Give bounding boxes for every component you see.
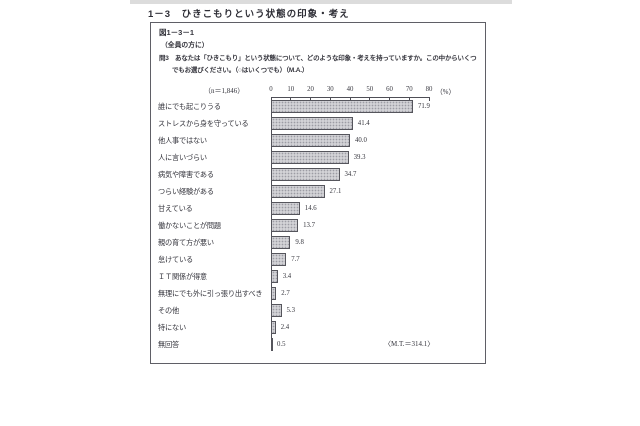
question-text-line2: でもお選びください。（○はいくつでも）（M.A.） [172, 67, 309, 74]
bar [271, 304, 282, 317]
bar [271, 338, 273, 351]
page-top-strip [130, 0, 512, 4]
chart-row: つらい経験がある 27.1 [158, 184, 482, 201]
x-axis-tick-label: 0 [269, 86, 273, 93]
category-label: 病気や障害である [158, 171, 214, 179]
bar-value-label: 9.8 [295, 239, 304, 246]
category-label: ＩＴ関係が得意 [158, 273, 207, 281]
bar-value-label: 41.4 [357, 120, 370, 127]
chart-row: 他人事ではない 40.0 [158, 133, 482, 150]
category-label: 無理にでも外に引っ張り出すべき [158, 290, 263, 298]
bar-value-label: 39.3 [353, 154, 366, 161]
bar [271, 185, 325, 198]
bar-value-label: 34.7 [344, 171, 357, 178]
chart-row: 特にない 2.4 [158, 320, 482, 337]
x-axis-tick-label: 40 [346, 86, 354, 93]
bar [271, 321, 276, 334]
bar-value-label: 0.5 [277, 341, 286, 348]
mt-total-label: 〈M.T.＝314.1〉 [384, 340, 435, 348]
category-label: 他人事ではない [158, 137, 207, 145]
figure-audience: （全員の方に） [161, 42, 209, 49]
category-label: 誰にでも起こりうる [158, 103, 221, 111]
bar [271, 117, 353, 130]
chart-row: 働かないことが問題 13.7 [158, 218, 482, 235]
bar [271, 219, 299, 232]
x-axis-tick-label: 30 [326, 86, 334, 93]
category-label: 働かないことが問題 [158, 222, 221, 230]
bar [271, 168, 340, 181]
x-axis-unit-label: （%） [436, 89, 456, 96]
page-title: 1－3 ひきこもりという状態の印象・考え [148, 9, 350, 20]
bar-value-label: 7.7 [291, 256, 300, 263]
figure-box: 図1－3－1 （全員の方に） 問3 あなたは「ひきこもり」という状態について、ど… [150, 22, 486, 364]
bar-value-label: 3.4 [282, 273, 292, 280]
figure-number: 図1－3－1 [159, 28, 195, 37]
category-label: 人に言いづらい [158, 154, 207, 162]
bar-value-label: 40.0 [355, 137, 367, 144]
category-label: 特にない [158, 324, 186, 332]
bar [271, 253, 287, 266]
x-axis-tick-label: 20 [307, 86, 314, 93]
bar-value-label: 5.3 [286, 307, 296, 314]
bar [271, 100, 413, 113]
chart-row: ＩＴ関係が得意 3.4 [158, 269, 482, 286]
category-label: その他 [158, 307, 179, 315]
bar-value-label: 13.7 [303, 222, 315, 229]
chart-row: 無理にでも外に引っ張り出すべき 2.7 [158, 286, 482, 303]
category-label: つらい経験がある [158, 188, 214, 196]
bar-value-label: 71.9 [418, 103, 430, 110]
x-axis-tick-label: 50 [366, 86, 374, 93]
bar [271, 202, 300, 215]
chart-row: 人に言いづらい 39.3 [158, 150, 482, 167]
bar [271, 287, 277, 300]
chart-row: 病気や障害である 34.7 [158, 167, 482, 184]
category-label: 無回答 [158, 341, 179, 349]
x-axis-tick-label: 80 [425, 86, 433, 93]
category-label: ストレスから身を守っている [158, 120, 249, 128]
chart-row: その他 5.3 [158, 303, 482, 320]
bar-value-label: 27.1 [329, 188, 342, 195]
bar [271, 270, 278, 283]
bar [271, 236, 291, 249]
x-axis-tick-label: 70 [405, 86, 413, 93]
category-label: 親の育て方が悪い [158, 239, 214, 247]
question-text-line1: 問3 あなたは「ひきこもり」という状態について、どのような印象・考えを持っていま… [159, 55, 477, 62]
sample-size-label: （n＝1,846） [204, 87, 245, 95]
chart-rows: 誰にでも起こりうる 71.9 ストレスから身を守っている 41.4 他人事ではない 40.… [158, 99, 482, 354]
bar [271, 151, 349, 164]
chart-row: ストレスから身を守っている 41.4 [158, 116, 482, 133]
x-axis-tick-label: 60 [386, 86, 393, 93]
chart-row: 親の育て方が悪い 9.8 [158, 235, 482, 252]
bar-value-label: 14.6 [304, 205, 317, 212]
chart-row: 誰にでも起こりうる 71.9 [158, 99, 482, 116]
category-label: 怠けている [158, 256, 193, 264]
x-axis-tick-label: 10 [287, 86, 295, 93]
chart-row: 無回答 0.5 [158, 337, 482, 354]
x-axis-line [271, 97, 430, 98]
bar-value-label: 2.7 [281, 290, 290, 297]
category-label: 甘えている [158, 205, 193, 213]
bar [271, 134, 350, 147]
bar-value-label: 2.4 [280, 324, 290, 331]
chart-row: 怠けている 7.7 [158, 252, 482, 269]
chart-row: 甘えている 14.6 [158, 201, 482, 218]
